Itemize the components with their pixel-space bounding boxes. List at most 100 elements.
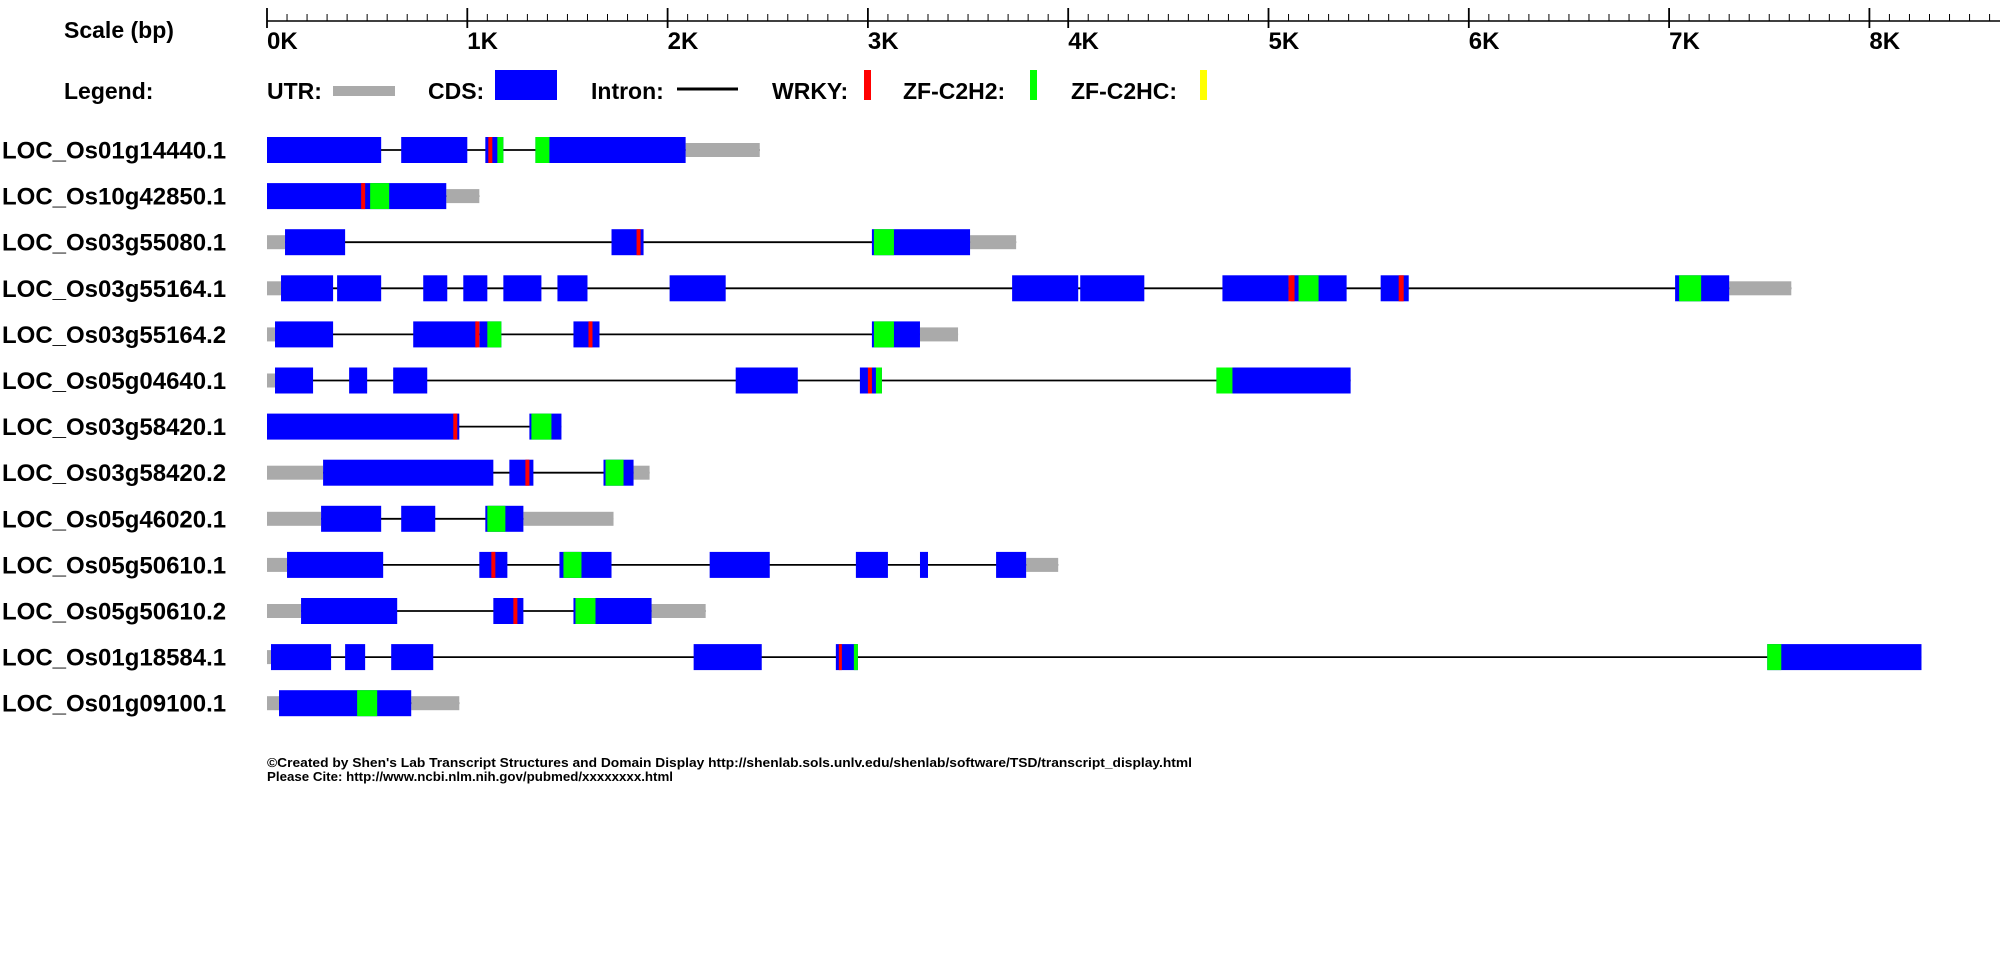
wrky-domain <box>1288 275 1295 302</box>
cds-block <box>1012 275 1079 302</box>
legend-utr-label: UTR: <box>267 78 322 104</box>
transcript-name: LOC_Os03g58420.2 <box>2 460 226 487</box>
utr-block <box>267 557 288 572</box>
cds-block <box>463 275 488 302</box>
utr-block <box>633 465 650 480</box>
scale-tick-label: 6K <box>1469 28 1500 55</box>
cds-block <box>287 551 384 578</box>
transcript-row: LOC_Os03g58420.1 <box>2 413 562 441</box>
transcript-row: LOC_Os03g58420.2 <box>2 459 650 487</box>
transcript-name: LOC_Os03g55080.1 <box>2 230 226 257</box>
scale-tick-label: 7K <box>1669 28 1700 55</box>
cds-block <box>493 598 524 624</box>
zf-c2h2-domain <box>1216 367 1233 394</box>
cds-block <box>267 137 382 163</box>
scale-tick-label: 0K <box>267 28 298 55</box>
cds-block <box>996 551 1027 578</box>
transcript-name: LOC_Os05g50610.1 <box>2 552 226 579</box>
cds-block <box>391 644 434 671</box>
cds-block <box>401 137 468 163</box>
wrky-domain <box>488 137 493 163</box>
utr-block <box>267 281 282 296</box>
transcript-name: LOC_Os05g04640.1 <box>2 368 226 395</box>
utr-block <box>267 511 322 526</box>
utr-block <box>970 235 1017 250</box>
cds-block <box>503 275 542 302</box>
cds-block <box>573 321 600 348</box>
legend-cds-label: CDS: <box>428 78 484 104</box>
cds-block <box>337 275 382 302</box>
transcript-row: LOC_Os01g18584.1 <box>2 644 1922 672</box>
scale-tick-label: 1K <box>467 28 498 55</box>
transcript-row: LOC_Os10g42850.1 <box>2 183 480 211</box>
cds-block <box>413 321 478 348</box>
transcript-row: LOC_Os05g50610.2 <box>2 598 706 626</box>
cds-block <box>267 183 447 210</box>
scale-axis: 0K 1K 2K 3K 4K 5K 6K 7K 8K <box>266 8 2000 55</box>
cds-block <box>271 644 332 671</box>
cds-block <box>285 229 346 256</box>
legend-title: Legend: <box>64 78 153 104</box>
zf-c2h2-domain <box>1767 644 1782 671</box>
zf-c2h2-domain <box>1679 275 1702 302</box>
cds-block <box>401 505 436 532</box>
utr-block <box>267 604 302 618</box>
cds-block <box>855 551 888 578</box>
transcript-name: LOC_Os03g55164.2 <box>2 322 226 349</box>
cds-block <box>267 413 460 440</box>
transcript-row: LOC_Os01g09100.1 <box>2 690 460 718</box>
cds-block <box>919 551 928 578</box>
transcript-rows: LOC_Os01g14440.1 LOC_Os10g42850.1 LOC_Os03… <box>2 137 1922 718</box>
scale-tick-label: 4K <box>1068 28 1099 55</box>
cds-block <box>1216 367 1351 394</box>
cds-block <box>693 644 762 671</box>
cds-block <box>281 275 334 302</box>
legend-zfc2h2-label: ZF-C2H2: <box>903 78 1005 104</box>
utr-block <box>1026 557 1059 572</box>
transcript-name: LOC_Os03g55164.1 <box>2 276 226 303</box>
cds-block <box>1767 644 1922 671</box>
utr-block <box>267 327 276 342</box>
wrky-domain <box>513 598 518 624</box>
legend-wrky-label: WRKY: <box>772 78 848 104</box>
citation-line: Please Cite: http://www.ncbi.nlm.nih.gov… <box>267 769 673 784</box>
legend-zfc2h2-swatch <box>1030 70 1037 100</box>
legend-wrky-swatch <box>864 70 871 100</box>
scale-tick-label: 2K <box>668 28 699 55</box>
transcript-row: LOC_Os03g55164.1 <box>2 275 1792 303</box>
legend-zfc2hc-label: ZF-C2HC: <box>1071 78 1177 104</box>
transcript-name: LOC_Os10g42850.1 <box>2 184 226 211</box>
utr-block <box>523 511 614 526</box>
cds-block <box>279 690 412 717</box>
transcript-name: LOC_Os01g09100.1 <box>2 691 226 718</box>
zf-c2h2-domain <box>875 367 882 394</box>
zf-c2h2-domain <box>563 551 582 578</box>
utr-block <box>919 327 959 342</box>
utr-block <box>267 696 280 711</box>
wrky-domain <box>525 459 530 486</box>
zf-c2h2-domain <box>873 229 894 256</box>
zf-c2h2-domain <box>535 137 550 163</box>
wrky-domain <box>491 551 496 578</box>
cds-block <box>509 459 534 486</box>
cds-block <box>709 551 770 578</box>
cds-block <box>423 275 448 302</box>
transcript-row: LOC_Os03g55080.1 <box>2 229 1017 257</box>
wrky-domain <box>838 644 842 671</box>
cds-block <box>557 275 588 302</box>
transcript-name: LOC_Os05g50610.2 <box>2 599 226 626</box>
legend-utr-swatch <box>333 86 395 96</box>
utr-block <box>685 143 760 157</box>
cds-block <box>535 137 686 163</box>
cds-block <box>321 505 382 532</box>
transcript-row: LOC_Os05g46020.1 <box>2 505 614 533</box>
cds-block <box>275 321 334 348</box>
wrky-domain <box>1398 275 1404 302</box>
scale-tick-label: 5K <box>1269 28 1300 55</box>
zf-c2h2-domain <box>497 137 504 163</box>
wrky-domain <box>636 229 641 256</box>
cds-block <box>735 367 798 394</box>
cds-block <box>345 644 366 671</box>
transcript-name: LOC_Os01g18584.1 <box>2 645 226 672</box>
